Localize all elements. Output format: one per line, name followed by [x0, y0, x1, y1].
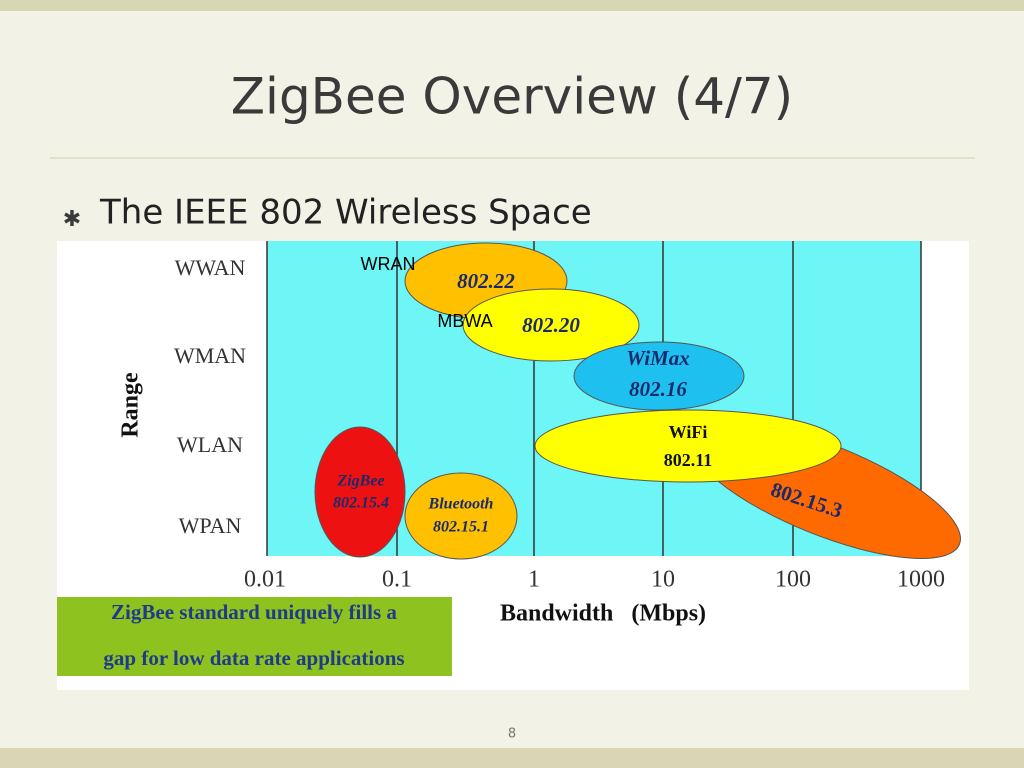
slide-title: ZigBee Overview (4/7): [231, 68, 793, 126]
regions: [314, 242, 961, 560]
region-label: 802.22: [457, 269, 515, 293]
y-category: WLAN: [177, 432, 243, 457]
callout-text: gap for low data rate applications: [103, 646, 404, 670]
region-label: 802.11: [664, 450, 713, 470]
region-wimax: [573, 341, 745, 411]
region-label: 802.20: [522, 313, 580, 337]
region-label: ZigBee: [336, 473, 384, 490]
page-number: 8: [508, 727, 516, 742]
region-label: WiMax: [626, 346, 689, 370]
x-tick-label: 0.1: [382, 567, 412, 593]
region-zigbee: [314, 426, 406, 558]
region-wifi: [534, 409, 842, 483]
y-category: WWAN: [175, 255, 246, 280]
y-category: WPAN: [179, 513, 242, 538]
x-tick-label: 1000: [897, 567, 945, 593]
region-label: WiFi: [669, 422, 708, 442]
x-tick-label: 0.01: [244, 567, 286, 593]
x-tick-label: 1: [528, 567, 540, 593]
region-label: 802.16: [629, 377, 687, 401]
region-label: 802.15.4: [333, 495, 389, 512]
callout-box: [57, 597, 452, 676]
x-tick-label: 10: [651, 567, 675, 593]
x-axis-label: Bandwidth (Mbps): [500, 601, 706, 627]
region-label: 802.15.1: [433, 519, 489, 536]
bullet-icon: ✱: [63, 207, 81, 232]
bullet-text: The IEEE 802 Wireless Space: [99, 193, 592, 233]
x-tick-label: 100: [775, 567, 811, 593]
region-802-20: [462, 288, 640, 362]
region-bluetooth: [404, 472, 518, 560]
y-axis-label: Range: [118, 372, 144, 438]
callout-text: ZigBee standard uniquely fills a: [111, 600, 397, 624]
y-category: WMAN: [174, 343, 246, 368]
top-band: [0, 0, 1024, 11]
region-label: Bluetooth: [428, 496, 494, 513]
region-tag: WRAN: [361, 254, 416, 274]
region-tag: MBWA: [437, 311, 492, 331]
bottom-band: [0, 748, 1024, 768]
